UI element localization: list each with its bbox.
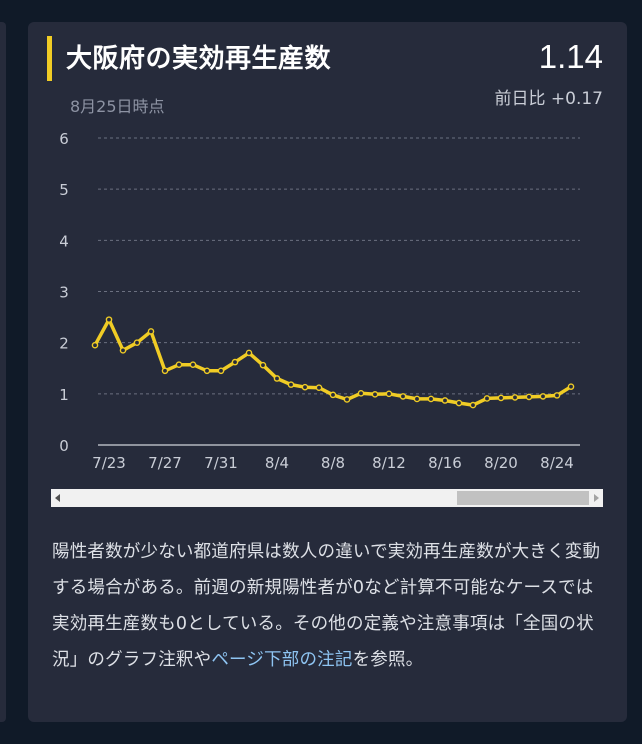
rt-value: 1.14 xyxy=(538,38,603,75)
data-point xyxy=(217,367,225,375)
data-point xyxy=(161,367,169,375)
y-tick-label: 4 xyxy=(59,232,69,250)
note-text-1: 陽性者数が少ない都道府県は数人の違いで実効再生産数が大きく変動する場合がある。前… xyxy=(52,542,601,670)
data-point xyxy=(497,394,505,402)
chart-svg: 0 1 2 3 4 5 6 7/23 7/27 7/31 8/4 8/8 8/12 8/16 8/20 8/2… xyxy=(50,130,580,480)
chart-clip-mask xyxy=(50,450,56,480)
data-point xyxy=(413,395,421,403)
x-tick-label: 7/27 xyxy=(148,454,182,472)
data-point xyxy=(441,397,449,404)
data-point xyxy=(105,316,113,323)
chart-note: 陽性者数が少ない都道府県は数人の違いで実効再生産数が大きく変動する場合がある。前… xyxy=(52,534,608,678)
x-tick-label: 7/31 xyxy=(204,454,238,472)
title-accent-bar xyxy=(47,36,52,81)
x-tick-label: 8/12 xyxy=(372,454,406,472)
y-tick-label: 2 xyxy=(59,335,69,353)
y-tick-label: 0 xyxy=(59,437,69,455)
scroll-thumb[interactable] xyxy=(457,491,589,505)
rt-line-chart: 0 1 2 3 4 5 6 7/23 7/27 7/31 8/4 8/8 8/12 8/16 8/20 8/2… xyxy=(50,124,603,484)
y-tick-label: 1 xyxy=(59,386,69,404)
scroll-right-arrow-icon[interactable] xyxy=(594,494,599,502)
x-tick-label: 7/23 xyxy=(92,454,126,472)
data-point xyxy=(259,361,267,369)
data-point xyxy=(133,339,141,346)
chart-horizontal-scrollbar[interactable] xyxy=(51,489,603,507)
note-text-2: を参照。 xyxy=(352,650,424,670)
data-point xyxy=(287,381,295,388)
x-tick-label: 8/24 xyxy=(540,454,574,472)
data-point xyxy=(147,328,155,335)
y-tick-label: 3 xyxy=(59,284,69,302)
x-tick-label: 8/4 xyxy=(265,454,289,472)
data-point xyxy=(357,390,365,397)
adjacent-card-edge xyxy=(0,22,6,722)
data-point xyxy=(567,383,575,390)
y-tick-label: 6 xyxy=(59,130,69,148)
x-tick-label: 8/16 xyxy=(428,454,462,472)
data-point xyxy=(189,361,197,368)
data-point xyxy=(469,401,477,409)
data-point xyxy=(483,395,491,402)
data-point xyxy=(399,393,407,400)
data-point xyxy=(539,393,547,400)
data-point xyxy=(175,361,183,368)
data-point xyxy=(273,375,281,382)
rt-delta: 前日比 +0.17 xyxy=(494,89,604,109)
data-point xyxy=(455,399,463,407)
as-of-date: 8月25日時点 xyxy=(70,97,165,116)
data-point xyxy=(371,391,379,398)
data-point xyxy=(511,394,519,401)
card-title: 大阪府の実効再生産数 xyxy=(66,44,332,74)
data-point xyxy=(329,391,337,399)
data-point xyxy=(427,395,435,403)
data-point xyxy=(553,392,561,399)
scroll-left-arrow-icon[interactable] xyxy=(55,494,60,502)
data-point xyxy=(231,358,239,366)
data-point xyxy=(245,349,253,357)
footnote-link[interactable]: ページ下部の注記 xyxy=(211,650,353,670)
data-point xyxy=(119,347,127,354)
data-point xyxy=(91,341,99,349)
rt-card: 大阪府の実効再生産数 8月25日時点 1.14 前日比 +0.17 0 1 2 3 4 5… xyxy=(28,22,627,722)
x-tick-label: 8/20 xyxy=(484,454,518,472)
y-tick-label: 5 xyxy=(59,181,69,199)
data-point xyxy=(203,367,211,375)
data-point xyxy=(343,396,351,403)
data-point xyxy=(525,393,533,401)
x-tick-label: 8/8 xyxy=(321,454,345,472)
data-point xyxy=(301,383,309,391)
data-point xyxy=(315,384,323,391)
data-point xyxy=(385,390,393,398)
